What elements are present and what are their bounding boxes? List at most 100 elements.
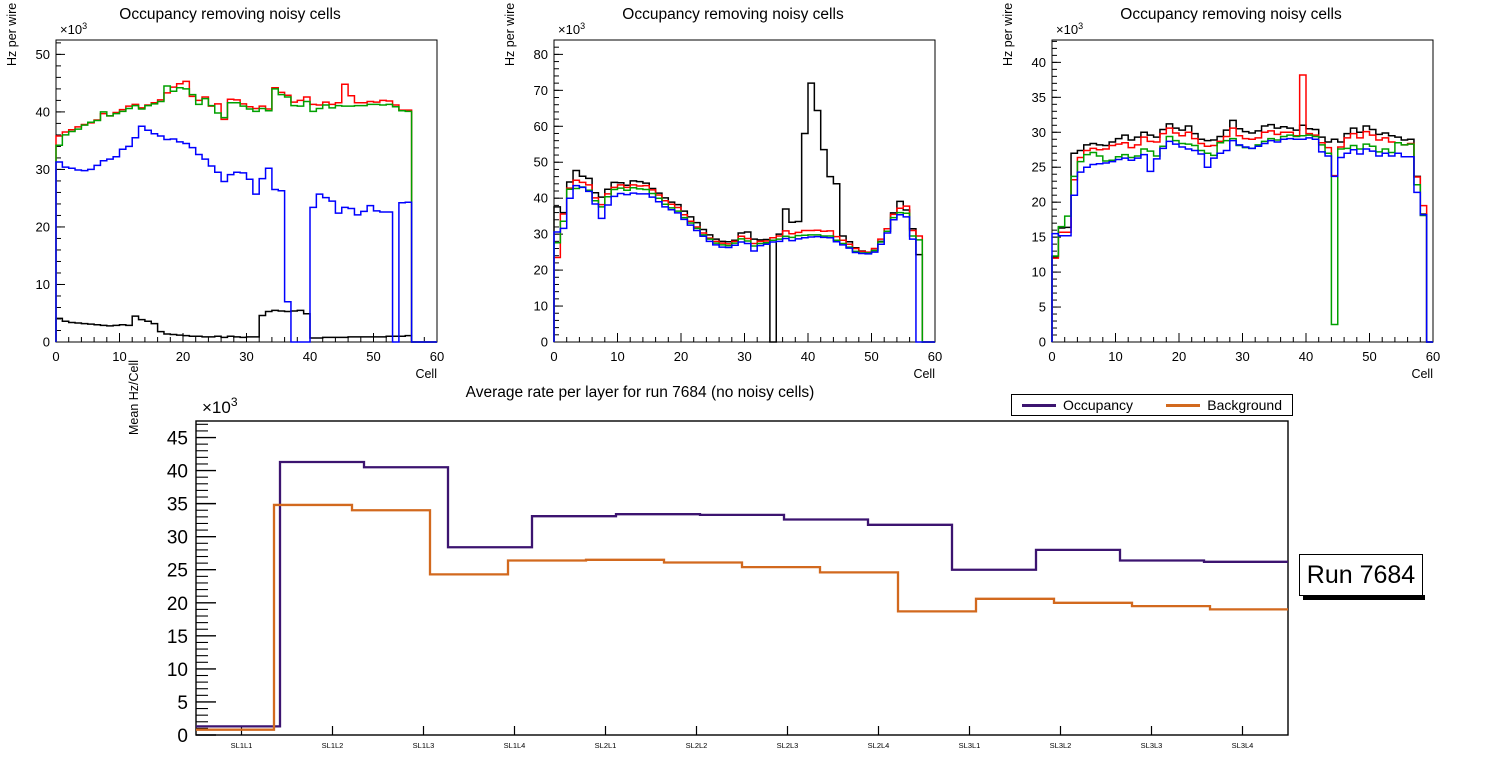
bottom-panel: Average rate per layer for run 7684 (no … bbox=[0, 360, 1496, 772]
svg-text:20: 20 bbox=[167, 594, 188, 615]
legend-item-background[interactable]: Background bbox=[1166, 397, 1282, 413]
svg-text:40: 40 bbox=[303, 349, 317, 364]
svg-text:50: 50 bbox=[534, 155, 548, 170]
svg-text:40: 40 bbox=[801, 349, 815, 364]
svg-text:10: 10 bbox=[1108, 349, 1122, 364]
svg-text:10: 10 bbox=[1032, 265, 1046, 280]
svg-text:SL3L3: SL3L3 bbox=[1141, 741, 1163, 750]
svg-text:10: 10 bbox=[534, 299, 548, 314]
run-badge-shadow bbox=[1303, 595, 1425, 600]
svg-text:50: 50 bbox=[1362, 349, 1376, 364]
svg-text:5: 5 bbox=[177, 693, 188, 714]
svg-text:0: 0 bbox=[550, 349, 557, 364]
svg-text:Cell: Cell bbox=[913, 367, 935, 381]
svg-text:10: 10 bbox=[610, 349, 624, 364]
svg-text:50: 50 bbox=[864, 349, 878, 364]
svg-text:Cell: Cell bbox=[1411, 367, 1433, 381]
svg-text:20: 20 bbox=[36, 219, 50, 234]
svg-text:10: 10 bbox=[112, 349, 126, 364]
legend-item-occupancy[interactable]: Occupancy bbox=[1022, 397, 1133, 413]
svg-text:30: 30 bbox=[239, 349, 253, 364]
legend-label-background: Background bbox=[1207, 397, 1282, 413]
svg-text:Hz per wire: Hz per wire bbox=[5, 3, 19, 66]
svg-text:0: 0 bbox=[177, 726, 188, 747]
svg-text:45: 45 bbox=[167, 429, 188, 450]
svg-text:35: 35 bbox=[167, 495, 188, 516]
panel-2-plot: ×103 0 10 20 30 40 50 60 70 80 0 10 20 30 40 50 60 Cell Hz… bbox=[503, 3, 942, 381]
svg-text:15: 15 bbox=[167, 627, 188, 648]
svg-text:30: 30 bbox=[1235, 349, 1249, 364]
legend-label-occupancy: Occupancy bbox=[1063, 397, 1134, 413]
series-layer3 bbox=[553, 186, 935, 343]
svg-text:15: 15 bbox=[1032, 230, 1046, 245]
svg-text:Mean Hz/Cell: Mean Hz/Cell bbox=[127, 360, 141, 435]
top-panel-1: Occupancy removing noisy cells ×103 0 10 20… bbox=[0, 0, 500, 381]
svg-text:×103: ×103 bbox=[1056, 21, 1083, 37]
svg-text:40: 40 bbox=[1299, 349, 1313, 364]
svg-text:0: 0 bbox=[52, 349, 59, 364]
svg-text:60: 60 bbox=[534, 119, 548, 134]
svg-text:50: 50 bbox=[36, 47, 50, 62]
run-badge: Run 7684 bbox=[1299, 554, 1423, 596]
svg-text:25: 25 bbox=[167, 561, 188, 582]
svg-text:SL1L4: SL1L4 bbox=[504, 741, 526, 750]
svg-text:40: 40 bbox=[167, 462, 188, 483]
svg-text:10: 10 bbox=[36, 277, 50, 292]
svg-text:0: 0 bbox=[1048, 349, 1055, 364]
svg-text:SL2L2: SL2L2 bbox=[686, 741, 708, 750]
svg-text:SL1L1: SL1L1 bbox=[231, 741, 253, 750]
svg-text:20: 20 bbox=[176, 349, 190, 364]
svg-text:SL1L2: SL1L2 bbox=[322, 741, 344, 750]
svg-text:0: 0 bbox=[43, 335, 50, 350]
series-layer2 bbox=[1051, 74, 1433, 343]
svg-text:SL1L3: SL1L3 bbox=[413, 741, 435, 750]
svg-text:40: 40 bbox=[36, 104, 50, 119]
panel-3-plot: ×103 0 5 10 15 20 25 30 35 40 0 10 20 30 40 50 60 Cell Hz … bbox=[1001, 3, 1440, 381]
svg-text:SL3L2: SL3L2 bbox=[1050, 741, 1072, 750]
series-layer1 bbox=[55, 309, 437, 343]
svg-text:30: 30 bbox=[36, 162, 50, 177]
svg-text:60: 60 bbox=[1426, 349, 1440, 364]
svg-text:SL3L4: SL3L4 bbox=[1232, 741, 1254, 750]
series-Occupancy bbox=[196, 460, 1288, 728]
svg-text:30: 30 bbox=[534, 227, 548, 242]
svg-text:20: 20 bbox=[534, 263, 548, 278]
svg-text:80: 80 bbox=[534, 47, 548, 62]
svg-text:×103: ×103 bbox=[60, 21, 87, 37]
series-layer4 bbox=[553, 184, 935, 343]
series-layer3 bbox=[1051, 134, 1433, 343]
svg-text:40: 40 bbox=[1032, 55, 1046, 70]
svg-text:Hz per wire: Hz per wire bbox=[503, 3, 517, 66]
series-layer1 bbox=[553, 82, 935, 343]
panel-2-title: Occupancy removing noisy cells bbox=[622, 6, 844, 23]
series-layer1 bbox=[1051, 119, 1433, 343]
svg-text:30: 30 bbox=[167, 528, 188, 549]
svg-text:25: 25 bbox=[1032, 160, 1046, 175]
bottom-plot: ×103 0 5 10 15 20 25 30 35 40 45 Mean Hz/Cell SL1L1 S… bbox=[127, 360, 1289, 750]
svg-text:×103: ×103 bbox=[558, 21, 585, 37]
svg-text:40: 40 bbox=[534, 191, 548, 206]
panel-3-title: Occupancy removing noisy cells bbox=[1120, 6, 1342, 23]
svg-text:60: 60 bbox=[928, 349, 942, 364]
svg-text:30: 30 bbox=[737, 349, 751, 364]
top-panel-2: Occupancy removing noisy cells ×103 0 10 20… bbox=[498, 0, 998, 381]
series-layer3 bbox=[55, 85, 437, 343]
svg-text:35: 35 bbox=[1032, 90, 1046, 105]
svg-text:20: 20 bbox=[1172, 349, 1186, 364]
series-layer2 bbox=[55, 80, 437, 343]
legend-swatch-occupancy bbox=[1022, 403, 1056, 407]
svg-text:Hz per wire: Hz per wire bbox=[1001, 3, 1015, 66]
svg-text:60: 60 bbox=[430, 349, 444, 364]
svg-text:5: 5 bbox=[1039, 300, 1046, 315]
bottom-panel-legend: Occupancy Background bbox=[1011, 394, 1293, 416]
svg-text:0: 0 bbox=[1039, 335, 1046, 350]
svg-text:0: 0 bbox=[541, 335, 548, 350]
svg-text:50: 50 bbox=[366, 349, 380, 364]
series-layer4 bbox=[55, 125, 437, 343]
svg-text:SL2L4: SL2L4 bbox=[868, 741, 890, 750]
panel-1-plot: ×103 0 10 20 30 40 50 0 10 20 30 40 50 60 Cell Hz per w… bbox=[5, 3, 444, 381]
svg-text:20: 20 bbox=[1032, 195, 1046, 210]
svg-text:70: 70 bbox=[534, 83, 548, 98]
svg-text:×103: ×103 bbox=[202, 395, 238, 417]
top-panel-3: Occupancy removing noisy cells ×103 0 5 10 1… bbox=[996, 0, 1496, 381]
